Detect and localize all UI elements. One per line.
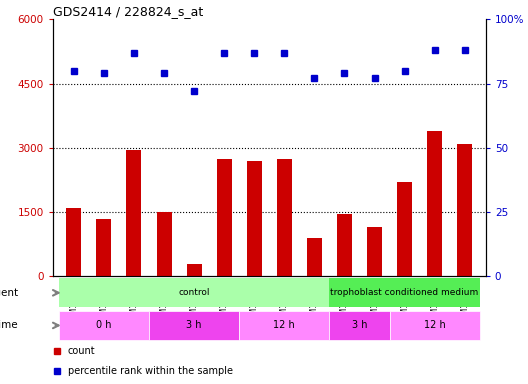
FancyBboxPatch shape — [59, 311, 149, 340]
FancyBboxPatch shape — [329, 311, 390, 340]
Bar — [307, 238, 322, 276]
Text: GSM136128: GSM136128 — [129, 276, 138, 325]
Text: GSM136132: GSM136132 — [250, 276, 259, 325]
FancyBboxPatch shape — [59, 278, 329, 308]
Text: GSM136138: GSM136138 — [430, 276, 439, 325]
Text: 3 h: 3 h — [352, 320, 367, 331]
Text: GDS2414 / 228824_s_at: GDS2414 / 228824_s_at — [53, 5, 203, 18]
Bar — [97, 218, 111, 276]
Bar — [156, 212, 172, 276]
Text: GSM136127: GSM136127 — [99, 276, 108, 325]
Text: count: count — [68, 346, 96, 356]
FancyBboxPatch shape — [329, 278, 480, 308]
Text: GSM136135: GSM136135 — [340, 276, 349, 325]
Bar — [247, 161, 262, 276]
Bar — [277, 159, 292, 276]
Text: GSM136137: GSM136137 — [400, 276, 409, 325]
Text: GSM136131: GSM136131 — [220, 276, 229, 325]
Text: percentile rank within the sample: percentile rank within the sample — [68, 366, 233, 376]
Bar — [67, 208, 81, 276]
Bar — [397, 182, 412, 276]
Text: GSM136129: GSM136129 — [159, 276, 168, 325]
Bar — [457, 144, 472, 276]
Text: trophoblast conditioned medium: trophoblast conditioned medium — [331, 288, 479, 297]
FancyBboxPatch shape — [239, 311, 329, 340]
Text: GSM136134: GSM136134 — [310, 276, 319, 325]
Text: GSM136126: GSM136126 — [69, 276, 78, 325]
Bar — [337, 214, 352, 276]
Text: agent: agent — [0, 288, 18, 298]
Text: 0 h: 0 h — [96, 320, 111, 331]
Bar — [427, 131, 442, 276]
Text: 12 h: 12 h — [424, 320, 446, 331]
Text: GSM136139: GSM136139 — [460, 276, 469, 325]
Bar — [367, 227, 382, 276]
FancyBboxPatch shape — [149, 311, 239, 340]
Bar — [186, 263, 202, 276]
Text: GSM136133: GSM136133 — [280, 276, 289, 325]
Text: GSM136136: GSM136136 — [370, 276, 379, 325]
Text: GSM136130: GSM136130 — [190, 276, 199, 325]
Text: time: time — [0, 320, 18, 331]
Text: 12 h: 12 h — [274, 320, 295, 331]
Text: 3 h: 3 h — [186, 320, 202, 331]
Bar — [216, 159, 232, 276]
Bar — [127, 150, 142, 276]
FancyBboxPatch shape — [390, 311, 480, 340]
Text: control: control — [178, 288, 210, 297]
